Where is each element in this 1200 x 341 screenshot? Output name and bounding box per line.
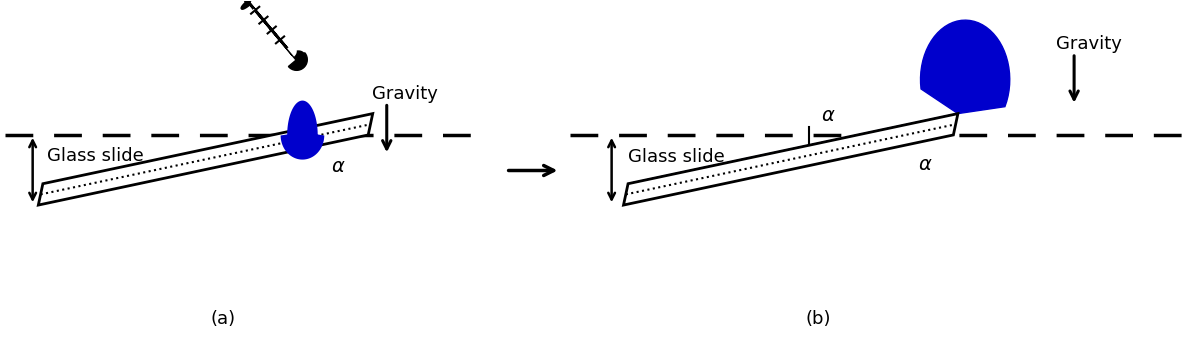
Polygon shape: [624, 114, 958, 205]
Text: Glass slide: Glass slide: [629, 148, 725, 166]
Polygon shape: [628, 20, 1009, 184]
Polygon shape: [250, 9, 296, 57]
Polygon shape: [238, 0, 251, 4]
Text: $\alpha$: $\alpha$: [331, 157, 346, 176]
Polygon shape: [288, 53, 307, 70]
Polygon shape: [38, 114, 373, 205]
Text: Glass slide: Glass slide: [47, 147, 143, 165]
Text: $\alpha$: $\alpha$: [918, 155, 932, 174]
Text: (a): (a): [210, 310, 235, 328]
Text: (b): (b): [805, 310, 830, 328]
Text: $\alpha$: $\alpha$: [821, 106, 836, 125]
Polygon shape: [281, 101, 324, 160]
Text: Gravity: Gravity: [372, 85, 438, 103]
Polygon shape: [242, 1, 305, 65]
Text: Gravity: Gravity: [1056, 35, 1122, 53]
